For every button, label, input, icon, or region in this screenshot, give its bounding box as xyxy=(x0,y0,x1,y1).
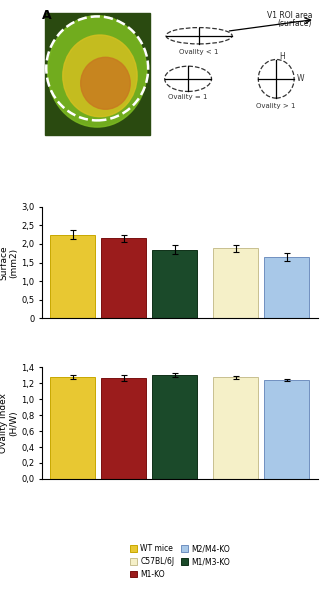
Bar xyxy=(152,249,197,318)
Ellipse shape xyxy=(81,57,130,109)
Y-axis label: Ovality index
(H/W): Ovality index (H/W) xyxy=(0,393,18,453)
Bar xyxy=(214,248,258,318)
Ellipse shape xyxy=(48,16,147,127)
Bar xyxy=(264,380,309,479)
Bar xyxy=(101,378,146,479)
Ellipse shape xyxy=(63,35,137,117)
Text: W: W xyxy=(297,75,304,84)
Bar xyxy=(50,234,95,318)
Text: Ovality = 1: Ovality = 1 xyxy=(168,94,208,100)
Text: A: A xyxy=(42,9,52,22)
Text: V1 ROI area: V1 ROI area xyxy=(267,10,312,19)
Bar xyxy=(152,375,197,479)
Y-axis label: Surface
(mm2): Surface (mm2) xyxy=(0,245,18,280)
Bar xyxy=(214,377,258,479)
Bar xyxy=(101,239,146,318)
Text: H: H xyxy=(279,52,285,61)
Bar xyxy=(45,13,149,135)
Text: Ovality > 1: Ovality > 1 xyxy=(257,103,296,109)
Text: (surface): (surface) xyxy=(278,19,312,28)
Text: Ovality < 1: Ovality < 1 xyxy=(179,49,219,55)
Bar xyxy=(264,257,309,318)
Bar xyxy=(50,377,95,479)
Legend: WT mice, C57BL/6J, M1-KO, M2/M4-KO, M1/M3-KO: WT mice, C57BL/6J, M1-KO, M2/M4-KO, M1/M… xyxy=(128,543,232,581)
